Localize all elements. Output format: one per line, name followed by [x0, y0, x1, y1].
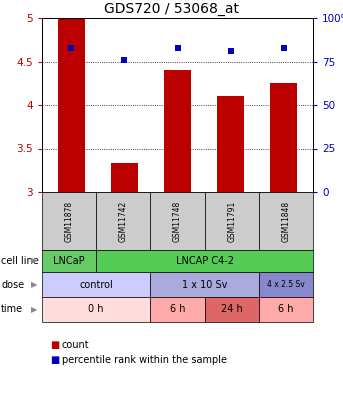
Bar — [164, 70, 191, 192]
Text: LNCaP: LNCaP — [53, 256, 85, 266]
Bar — [42, 297, 150, 322]
Bar — [96, 192, 150, 250]
Text: percentile rank within the sample: percentile rank within the sample — [62, 355, 227, 365]
Text: 4 x 2.5 Sv: 4 x 2.5 Sv — [267, 280, 305, 289]
Text: ▶: ▶ — [31, 305, 37, 314]
Text: 1 x 10 Sv: 1 x 10 Sv — [182, 279, 227, 290]
Bar — [150, 297, 205, 322]
Bar — [96, 250, 313, 272]
Text: GSM11748: GSM11748 — [173, 200, 182, 242]
Bar — [205, 297, 259, 322]
Text: GSM11848: GSM11848 — [281, 200, 291, 241]
Text: cell line: cell line — [1, 256, 39, 266]
Text: GSM11742: GSM11742 — [119, 200, 128, 242]
Bar — [205, 192, 259, 250]
Text: GDS720 / 53068_at: GDS720 / 53068_at — [104, 2, 239, 16]
Text: dose: dose — [1, 279, 24, 290]
Text: 6 h: 6 h — [170, 305, 185, 315]
Bar — [150, 272, 259, 297]
Bar — [150, 192, 205, 250]
Bar — [42, 192, 96, 250]
Bar — [271, 83, 297, 192]
Text: time: time — [1, 305, 23, 315]
Bar — [42, 272, 150, 297]
Text: GSM11791: GSM11791 — [227, 200, 236, 242]
Bar — [259, 192, 313, 250]
Text: GSM11878: GSM11878 — [64, 200, 74, 241]
Text: LNCAP C4-2: LNCAP C4-2 — [176, 256, 234, 266]
Text: 6 h: 6 h — [278, 305, 294, 315]
Bar — [259, 272, 313, 297]
Text: 0 h: 0 h — [88, 305, 104, 315]
Text: count: count — [62, 340, 90, 350]
Text: ■: ■ — [50, 340, 59, 350]
Text: ▶: ▶ — [31, 280, 37, 289]
Text: ■: ■ — [50, 355, 59, 365]
Text: ▶: ▶ — [31, 256, 37, 266]
Bar — [58, 18, 84, 192]
Bar — [217, 96, 244, 192]
Text: 24 h: 24 h — [221, 305, 243, 315]
Bar — [42, 250, 96, 272]
Text: control: control — [79, 279, 113, 290]
Bar — [111, 163, 138, 192]
Bar — [259, 297, 313, 322]
